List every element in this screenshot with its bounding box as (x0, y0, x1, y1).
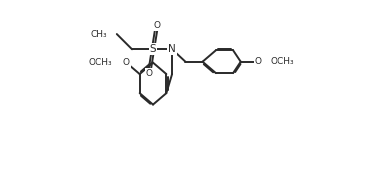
Text: N: N (168, 44, 176, 54)
Text: O: O (146, 69, 153, 78)
Text: OCH₃: OCH₃ (270, 57, 294, 66)
Text: O: O (153, 21, 160, 30)
Text: OCH₃: OCH₃ (89, 58, 113, 67)
Text: O: O (255, 57, 262, 66)
Text: O: O (123, 58, 130, 67)
Text: S: S (150, 44, 156, 54)
Text: CH₃: CH₃ (90, 30, 107, 39)
